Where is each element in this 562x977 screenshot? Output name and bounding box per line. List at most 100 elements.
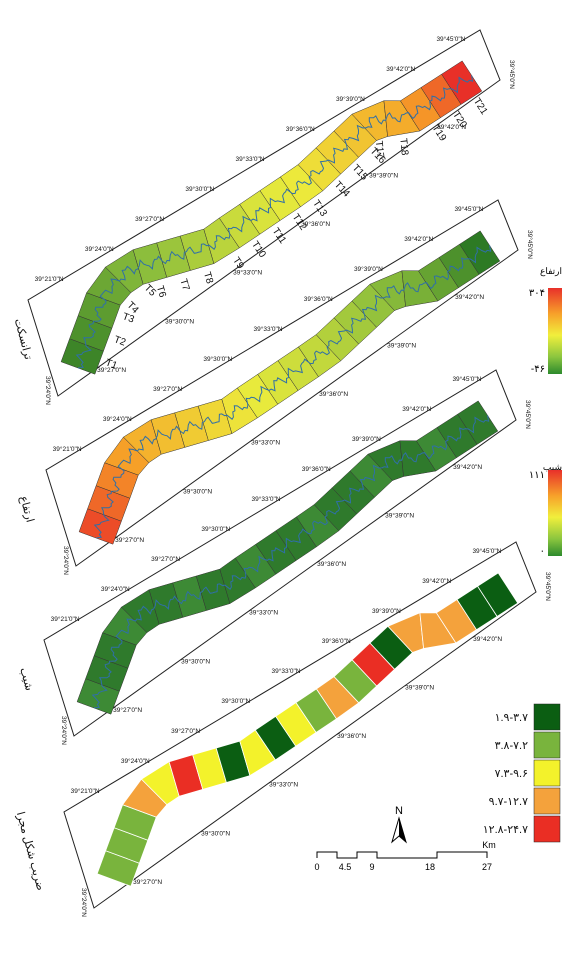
panel-title: ترانسکت	[12, 317, 34, 361]
legend-elevation-min: -۴۶	[531, 364, 545, 375]
legend-slope-max: ۱۱۱	[529, 470, 545, 481]
coord-label: 39°30'0"N	[201, 525, 230, 533]
panel-title: ضریب شکل مجرا	[14, 810, 47, 891]
panel-title: ارتفاع	[17, 495, 36, 524]
coord-label: 39°24'0"N	[44, 376, 52, 405]
coord-label: 39°33'0"N	[236, 155, 265, 163]
coord-label: 39°21'0"N	[53, 445, 82, 453]
scale-label-0: 0	[314, 862, 319, 872]
legend-class-swatch	[533, 815, 561, 843]
legend-classes: ۱.۹-۳.۷ ۳.۸-۷.۲ ۷.۳-۹.۶ ۹.۷-۱۲.۷ ۱۲.۸-۲۴.۷	[483, 703, 561, 843]
legends-layer: ارتفاع ۳۰۴ -۴۶ شیب ۱۱۱ ۰ ۱.۹-۳.۷ ۳.۸-۷.۲ ۷…	[314, 266, 562, 872]
coord-label: 39°45'0"N	[544, 572, 552, 601]
transect-label: T14	[332, 179, 352, 199]
legend-class-label: ۱۲.۸-۲۴.۷	[483, 824, 528, 836]
scale-label-2: 9	[369, 862, 374, 872]
coord-label: 39°36'0"N	[319, 390, 348, 398]
transect-label: T17	[373, 140, 386, 159]
legend-class-swatch	[533, 759, 561, 787]
segment-21	[477, 572, 519, 617]
segment-21	[459, 230, 501, 275]
coord-label: 39°36'0"N	[337, 732, 366, 740]
coord-label: 39°33'0"N	[272, 667, 301, 675]
coord-label: 39°39'0"N	[385, 512, 414, 520]
coord-label: 39°27'0"N	[113, 706, 142, 714]
legend-class-swatch	[533, 731, 561, 759]
legend-class-label: ۳.۸-۷.۲	[495, 740, 529, 752]
transect-label: T7	[177, 278, 191, 293]
legend-elevation-title: ارتفاع	[540, 266, 562, 277]
coord-label: 39°21'0"N	[35, 275, 64, 283]
coord-label: 39°30'0"N	[201, 829, 230, 837]
coord-label: 39°45'0"N	[436, 35, 465, 43]
coord-label: 39°30'0"N	[185, 185, 214, 193]
coord-label: 39°30'0"N	[165, 317, 194, 325]
legend-class-label: ۹.۷-۱۲.۷	[489, 796, 528, 808]
coord-label: 39°45'0"N	[452, 375, 481, 383]
north-arrow: N	[391, 805, 407, 844]
panel-title: شیب	[17, 666, 35, 692]
map-panel-4: 39°21'0"N 39°24'0"N 39°27'0"N 39°30'0"N 39°3…	[14, 541, 552, 917]
coord-label: 39°24'0"N	[103, 415, 132, 423]
map-panel-3: 39°21'0"N 39°24'0"N 39°27'0"N 39°30'0"N 39°3…	[17, 369, 532, 745]
coord-label: 39°42'0"N	[402, 405, 431, 413]
legend-elevation-ramp	[548, 288, 562, 374]
coord-label: 39°30'0"N	[183, 487, 212, 495]
map-panel-2: 39°21'0"N 39°24'0"N 39°27'0"N 39°30'0"N 39°3…	[17, 199, 534, 575]
coord-label: 39°27'0"N	[151, 555, 180, 563]
coord-label: 39°21'0"N	[71, 787, 100, 795]
legend-class-swatch	[533, 703, 561, 731]
scale-label-4: 27	[482, 862, 492, 872]
legend-elevation-max: ۳۰۴	[529, 288, 545, 299]
coord-label: 39°24'0"N	[85, 245, 114, 253]
segment-21	[457, 400, 499, 445]
coord-label: 39°39'0"N	[369, 172, 398, 180]
coord-label: 39°39'0"N	[336, 95, 365, 103]
legend-slope-min: ۰	[540, 546, 545, 557]
scale-bar: 0 4.5 9 18 27 Km	[314, 840, 495, 872]
coord-label: 39°27'0"N	[153, 385, 182, 393]
coord-label: 39°39'0"N	[372, 607, 401, 615]
coord-label: 39°42'0"N	[455, 293, 484, 301]
coord-label: 39°39'0"N	[405, 684, 434, 692]
scale-label-1: 4.5	[339, 862, 352, 872]
coord-label: 39°39'0"N	[352, 435, 381, 443]
coord-label: 39°33'0"N	[254, 325, 283, 333]
coord-label: 39°33'0"N	[251, 439, 280, 447]
coord-label: 39°27'0"N	[97, 366, 126, 374]
legend-slope: شیب ۱۱۱ ۰	[529, 462, 562, 557]
panel-frame	[27, 29, 501, 397]
transect-label: T8	[201, 271, 215, 286]
coord-label: 39°36'0"N	[317, 560, 346, 568]
north-arrow-label: N	[395, 805, 403, 817]
coord-label: 39°42'0"N	[437, 123, 466, 131]
scale-label-3: 18	[425, 862, 435, 872]
coord-label: 39°36'0"N	[304, 295, 333, 303]
panel-frame	[43, 369, 517, 737]
transect-label: T18	[397, 138, 410, 157]
coord-label: 39°42'0"N	[404, 235, 433, 243]
coord-label: 39°45'0"N	[454, 205, 483, 213]
river-line	[93, 245, 492, 539]
coord-label: 39°36'0"N	[322, 637, 351, 645]
legend-elevation: ارتفاع ۳۰۴ -۴۶	[529, 266, 562, 375]
river-line	[75, 75, 474, 369]
legend-class-label: ۱.۹-۳.۷	[495, 712, 529, 724]
coord-label: 39°45'0"N	[526, 230, 534, 259]
coord-label: 39°33'0"N	[252, 495, 281, 503]
river-line	[91, 415, 490, 709]
coord-label: 39°36'0"N	[286, 125, 315, 133]
transect-label: T15	[350, 163, 370, 183]
coord-label: 39°24'0"N	[101, 585, 130, 593]
coord-label: 39°27'0"N	[115, 536, 144, 544]
legend-slope-title: شیب	[543, 462, 562, 472]
transect-label: T21	[471, 96, 490, 117]
coord-label: 39°33'0"N	[233, 269, 262, 277]
coord-label: 39°27'0"N	[135, 215, 164, 223]
legend-class-label: ۷.۳-۹.۶	[495, 768, 528, 780]
coord-label: 39°36'0"N	[302, 465, 331, 473]
coord-label: 39°42'0"N	[386, 65, 415, 73]
